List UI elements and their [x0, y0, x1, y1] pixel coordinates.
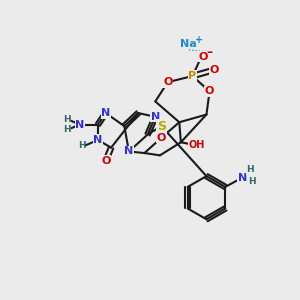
- Text: O: O: [157, 133, 166, 142]
- Text: N: N: [238, 173, 247, 183]
- Text: S: S: [157, 120, 166, 133]
- Text: N: N: [76, 119, 85, 130]
- Text: OH: OH: [188, 140, 205, 150]
- Text: N: N: [238, 173, 247, 183]
- Text: O: O: [101, 156, 110, 166]
- Text: O: O: [163, 77, 172, 87]
- Text: N: N: [101, 108, 110, 118]
- Text: –: –: [206, 46, 213, 59]
- Text: O: O: [101, 156, 110, 166]
- Text: N: N: [151, 112, 160, 122]
- Text: P: P: [188, 71, 196, 81]
- Text: H: H: [78, 141, 85, 150]
- Text: N: N: [124, 146, 134, 157]
- Text: O: O: [163, 77, 172, 87]
- Text: S: S: [157, 120, 166, 133]
- Text: O: O: [157, 133, 166, 142]
- Text: Na: Na: [180, 39, 197, 49]
- Text: N: N: [101, 108, 110, 118]
- Text: O: O: [205, 86, 214, 96]
- Text: N: N: [124, 146, 134, 157]
- Text: N: N: [76, 119, 85, 130]
- Text: P: P: [188, 71, 196, 81]
- Text: O: O: [205, 86, 214, 96]
- Text: H: H: [248, 177, 255, 186]
- Text: N: N: [151, 112, 160, 122]
- Text: N: N: [93, 135, 103, 145]
- Text: H: H: [246, 166, 254, 175]
- Text: H: H: [63, 125, 71, 134]
- Text: +: +: [195, 35, 203, 45]
- Text: N: N: [93, 135, 103, 145]
- Text: H: H: [63, 115, 71, 124]
- Text: O: O: [199, 52, 208, 62]
- Text: O: O: [209, 65, 219, 75]
